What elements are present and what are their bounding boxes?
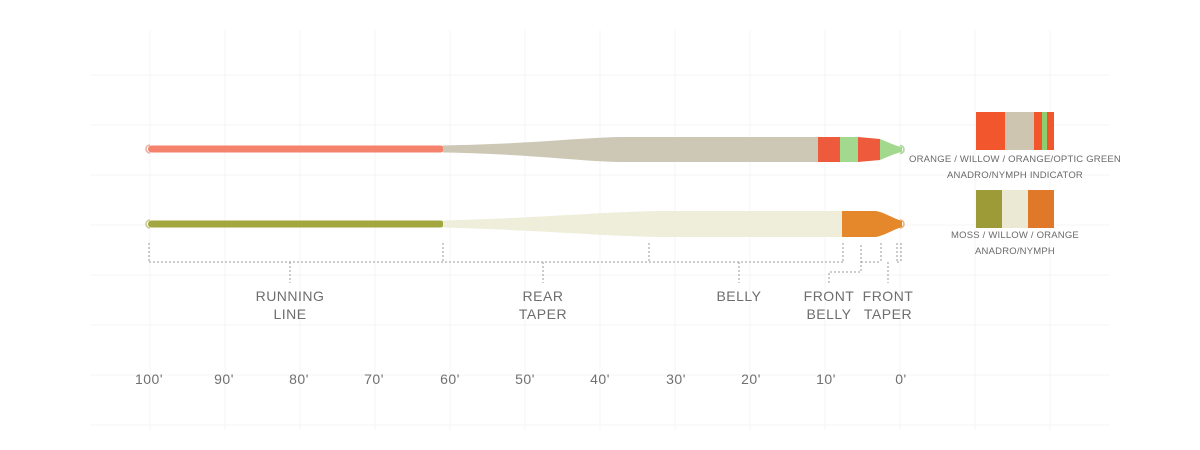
top-running-line: [148, 145, 444, 153]
label-running-line-1: RUNNING: [255, 288, 325, 304]
section-markers: [148, 243, 902, 283]
label-rear-taper-2: TAPER: [518, 306, 568, 322]
scale-tick: 80': [289, 371, 309, 387]
bottom-running-line: [148, 220, 444, 228]
scale-tick: 30': [666, 371, 686, 387]
fly-line-top: [145, 137, 905, 162]
label-front-belly-1: FRONT: [803, 288, 855, 304]
swatch-segment: [1046, 112, 1054, 150]
scale-tick: 60': [440, 371, 460, 387]
caption-bottom: MOSS / WILLOW / ORANGE ANADRO/NYMPH: [895, 228, 1135, 260]
caption-top: ORANGE / WILLOW / ORANGE/OPTIC GREEN ANA…: [895, 152, 1135, 184]
label-front-belly: FRONT BELLY: [784, 287, 874, 323]
scale-tick: 10': [816, 371, 836, 387]
bottom-rear-taper-belly: [443, 211, 842, 237]
label-rear-taper-1: REAR: [522, 288, 564, 304]
color-swatch-top: [976, 112, 1054, 150]
scale-tick: 70': [364, 371, 384, 387]
label-belly: BELLY: [689, 287, 789, 305]
label-rear-taper: REAR TAPER: [493, 287, 593, 323]
top-tip-loop: [899, 144, 905, 155]
swatch-segment: [1042, 112, 1047, 150]
color-swatch-bottom: [976, 190, 1054, 228]
label-belly-1: BELLY: [716, 288, 762, 304]
swatch-segment: [1033, 112, 1043, 150]
top-tip-green-1: [840, 137, 858, 162]
top-front-taper: [880, 139, 902, 160]
bottom-line-loop: [145, 219, 151, 229]
top-tip-orange-1: [818, 137, 840, 162]
label-running-line-2: LINE: [273, 306, 307, 322]
caption-top-line1: ORANGE / WILLOW / ORANGE/OPTIC GREEN: [908, 154, 1121, 165]
bottom-front-belly-tip: [842, 211, 902, 237]
swatch-segment: [1028, 190, 1054, 228]
label-front-belly-2: BELLY: [806, 306, 852, 322]
scale-tick: 100': [134, 371, 164, 387]
swatch-segment: [1004, 112, 1034, 150]
swatch-segment: [976, 112, 1005, 150]
scale-tick: 20': [741, 371, 761, 387]
label-front-taper-2: TAPER: [863, 306, 913, 322]
caption-bottom-line1: MOSS / WILLOW / ORANGE: [951, 230, 1079, 241]
top-tip-orange-2: [858, 137, 880, 162]
scale-tick: 40': [590, 371, 610, 387]
scale-tick: 50': [515, 371, 535, 387]
top-line-loop: [145, 144, 151, 154]
swatch-segment: [1002, 190, 1028, 228]
scale-tick: 90': [214, 371, 234, 387]
label-front-taper: FRONT TAPER: [848, 287, 928, 323]
scale-tick: 0': [895, 371, 907, 387]
label-front-taper-1: FRONT: [862, 288, 914, 304]
caption-top-line2: ANADRO/NYMPH INDICATOR: [946, 170, 1083, 181]
swatch-segment: [976, 190, 1002, 228]
label-running-line: RUNNING LINE: [240, 287, 340, 323]
top-rear-taper-belly: [443, 137, 818, 162]
bottom-tip-loop: [899, 219, 905, 229]
caption-bottom-line2: ANADRO/NYMPH: [975, 246, 1055, 257]
fly-line-bottom: [145, 211, 905, 237]
